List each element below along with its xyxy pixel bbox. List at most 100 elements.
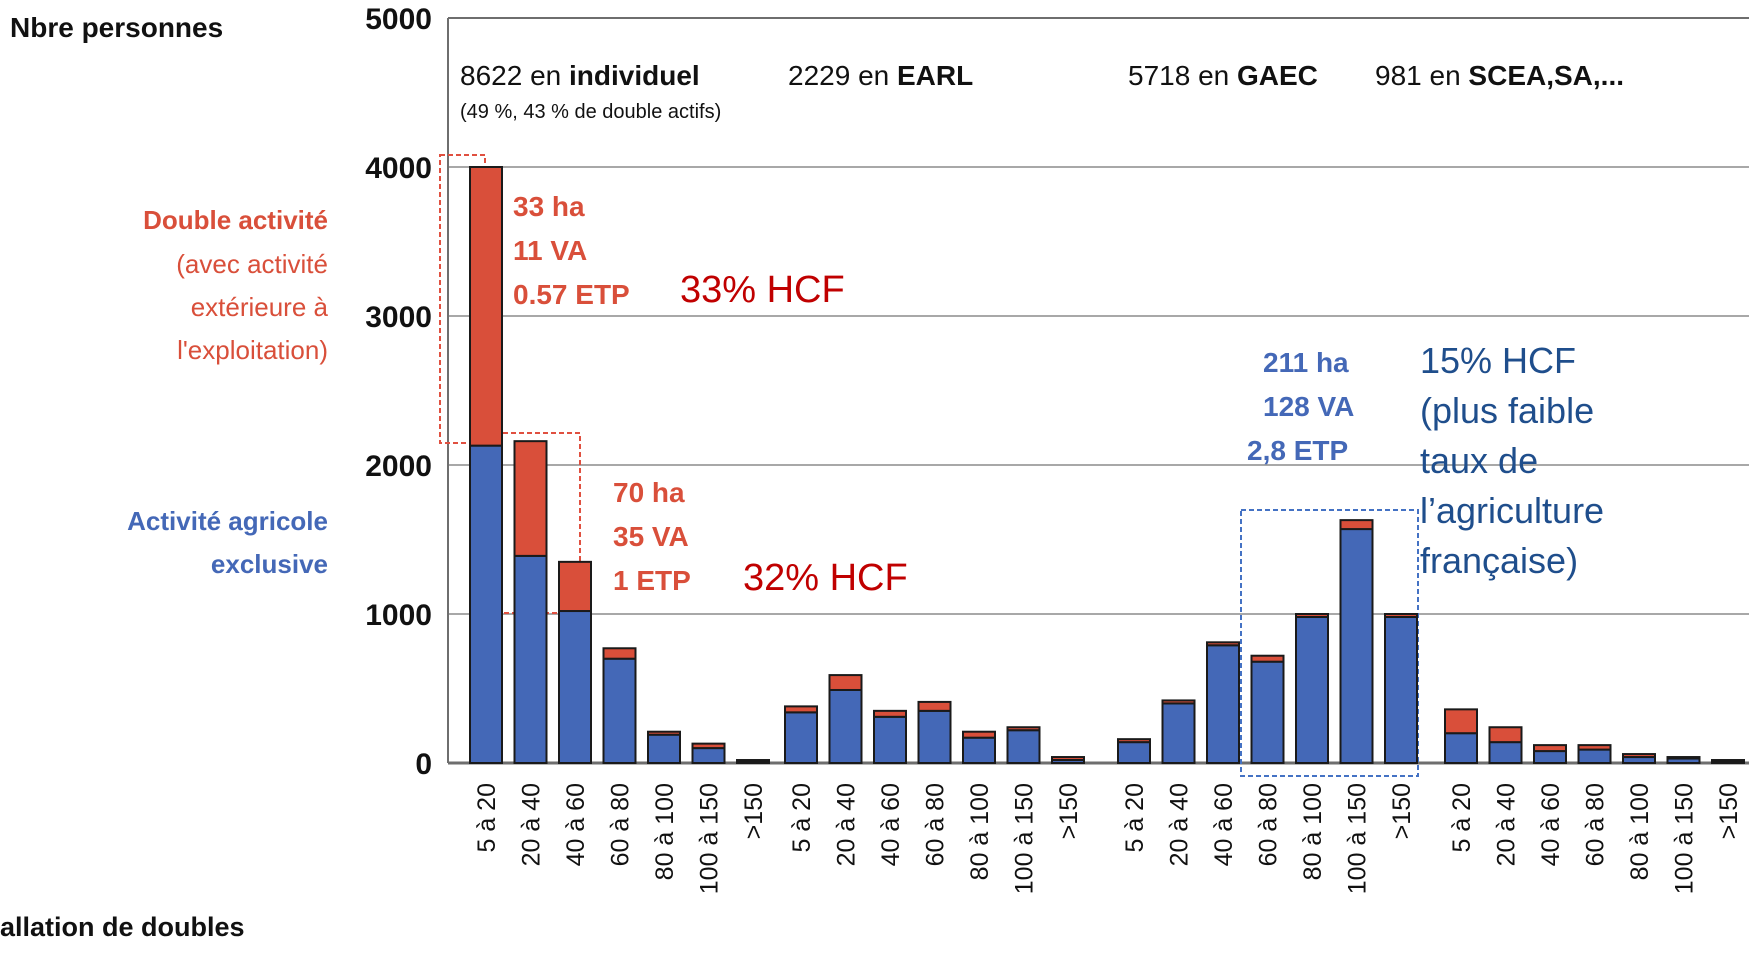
highlight-box-gaec-60-150 [1240, 509, 1419, 777]
bar-double-individuel-2 [558, 560, 592, 613]
bar-exclusive-individuel-4 [647, 733, 681, 765]
bar-double-EARL-0 [784, 705, 818, 714]
y-tick-labels: 0 1000 2000 3000 4000 5000 [365, 3, 432, 781]
x-tick-label: >150 [1055, 783, 1083, 839]
x-tick-label: 20 à 40 [1166, 783, 1194, 866]
legend-exclusive-2: exclusive [211, 549, 328, 579]
bar-exclusive-GAEC-0 [1117, 741, 1151, 765]
y-tick-label: 5000 [365, 3, 432, 36]
bar-exclusive-SCEA,SA,...-1 [1488, 741, 1523, 765]
x-tick-label: >150 [740, 783, 768, 839]
annotation-3-hcf-1: 15% HCF [1420, 340, 1576, 381]
group-header-earl: 2229 en EARL [788, 60, 973, 91]
x-tick-label: 60 à 80 [1255, 783, 1283, 866]
x-tick-label: 80 à 100 [966, 783, 994, 880]
x-tick-label: 40 à 60 [877, 783, 905, 866]
x-tick-label: 40 à 60 [562, 783, 590, 866]
annotation-3-line-3: 2,8 ETP [1247, 435, 1348, 466]
group-header-gaec: 5718 en GAEC [1128, 60, 1318, 91]
annotation-3-hcf-3: taux de [1420, 440, 1538, 481]
bar-exclusive-individuel-0 [469, 444, 503, 764]
legend-double-title: Double activité [143, 205, 328, 235]
x-tick-label: 20 à 40 [833, 783, 861, 866]
bar-exclusive-individuel-1 [513, 554, 548, 765]
bar-double-individuel-0 [469, 166, 503, 447]
bar-exclusive-GAEC-3 [1250, 660, 1285, 764]
legend-double-sub-2: extérieure à [191, 292, 329, 322]
annotation-1-line-1: 33 ha [513, 191, 585, 222]
bar-double-individuel-3 [602, 647, 637, 660]
annotation-2-hcf: 32% HCF [743, 557, 908, 599]
x-tick-label: 60 à 80 [607, 783, 635, 866]
bar-double-SCEA,SA,...-2 [1533, 744, 1567, 753]
bar-double-individuel-5 [691, 742, 726, 750]
bar-double-GAEC-2 [1206, 641, 1240, 647]
x-tick-label: 40 à 60 [1210, 783, 1238, 866]
bar-exclusive-GAEC-6 [1384, 615, 1418, 764]
bar-exclusive-EARL-3 [917, 709, 952, 764]
bar-exclusive-GAEC-5 [1339, 528, 1374, 764]
bar-double-GAEC-5 [1339, 519, 1374, 531]
bar-exclusive-GAEC-2 [1206, 644, 1240, 764]
x-tick-labels: 5 à 20 20 à 40 40 à 60 60 à 80 80 à 100 100 à… [473, 783, 1743, 894]
grid-lines [448, 166, 1749, 615]
y-tick-label: 1000 [365, 599, 432, 632]
x-tick-label: >150 [1388, 783, 1416, 839]
bar-double-EARL-1 [828, 674, 863, 691]
annotation-2-line-1: 70 ha [613, 477, 685, 508]
bars [469, 166, 1745, 765]
bar-double-EARL-2 [873, 709, 907, 718]
bar-double-SCEA,SA,...-4 [1622, 753, 1656, 759]
bar-double-GAEC-1 [1161, 699, 1196, 705]
bar-double-individuel-6 [736, 759, 770, 763]
annotation-2-line-3: 1 ETP [613, 565, 691, 596]
bar-double-individuel-4 [647, 730, 681, 736]
x-tick-label: 80 à 100 [1299, 783, 1327, 880]
bar-double-SCEA,SA,...-0 [1444, 708, 1478, 735]
x-tick-label: 100 à 150 [1344, 783, 1372, 894]
bar-exclusive-EARL-2 [873, 715, 907, 764]
annotation-2-line-2: 35 VA [613, 521, 689, 552]
bar-exclusive-EARL-4 [962, 736, 996, 764]
x-tick-label: 5 à 20 [1448, 783, 1476, 853]
y-tick-label: 3000 [365, 301, 432, 334]
bar-exclusive-individuel-3 [602, 657, 637, 765]
annotation-1-line-3: 0.57 ETP [513, 279, 630, 310]
annotation-3-hcf-2: (plus faible [1420, 390, 1594, 431]
x-tick-label: 5 à 20 [1121, 783, 1149, 853]
group-header-scea: 981 en SCEA,SA,... [1375, 60, 1624, 91]
bar-double-SCEA,SA,...-1 [1488, 726, 1523, 744]
bar-double-GAEC-3 [1250, 654, 1285, 663]
bar-double-EARL-3 [917, 700, 952, 712]
annotation-1-line-2: 11 VA [513, 235, 587, 266]
x-tick-label: 100 à 150 [696, 783, 724, 894]
bar-double-EARL-5 [1006, 726, 1041, 732]
x-tick-label: 20 à 40 [1493, 783, 1521, 866]
bar-exclusive-individuel-5 [691, 747, 726, 764]
bar-double-SCEA,SA,...-6 [1711, 759, 1745, 763]
bar-exclusive-EARL-1 [828, 688, 863, 764]
legend-exclusive-1: Activité agricole [127, 506, 328, 536]
bar-double-EARL-6 [1051, 756, 1085, 762]
annotation-3-line-2: 128 VA [1263, 391, 1354, 422]
x-tick-label: 100 à 150 [1011, 783, 1039, 894]
bar-exclusive-SCEA,SA,...-2 [1533, 750, 1567, 765]
x-tick-label: 20 à 40 [518, 783, 546, 866]
bar-double-EARL-4 [962, 730, 996, 739]
group-header-individuel: 8622 en individuel [460, 60, 700, 91]
annotation-1-hcf: 33% HCF [680, 269, 845, 311]
bar-double-GAEC-0 [1117, 738, 1151, 744]
bar-exclusive-GAEC-1 [1161, 702, 1196, 765]
y-tick-label: 4000 [365, 152, 432, 185]
x-tick-label: >150 [1715, 783, 1743, 839]
x-tick-label: 60 à 80 [1582, 783, 1610, 866]
legend-double-sub-3: l'exploitation) [177, 335, 328, 365]
annotation-3-hcf-4: l’agriculture [1420, 490, 1604, 531]
legend-double-sub-1: (avec activité [176, 249, 328, 279]
group-header-individuel-note: (49 %, 43 % de double actifs) [460, 101, 721, 123]
x-tick-label: 100 à 150 [1671, 783, 1699, 894]
y-axis-title: Nbre personnes [10, 12, 223, 43]
x-tick-label: 40 à 60 [1537, 783, 1565, 866]
x-tick-label: 80 à 100 [1626, 783, 1654, 880]
bar-double-GAEC-6 [1384, 613, 1418, 618]
